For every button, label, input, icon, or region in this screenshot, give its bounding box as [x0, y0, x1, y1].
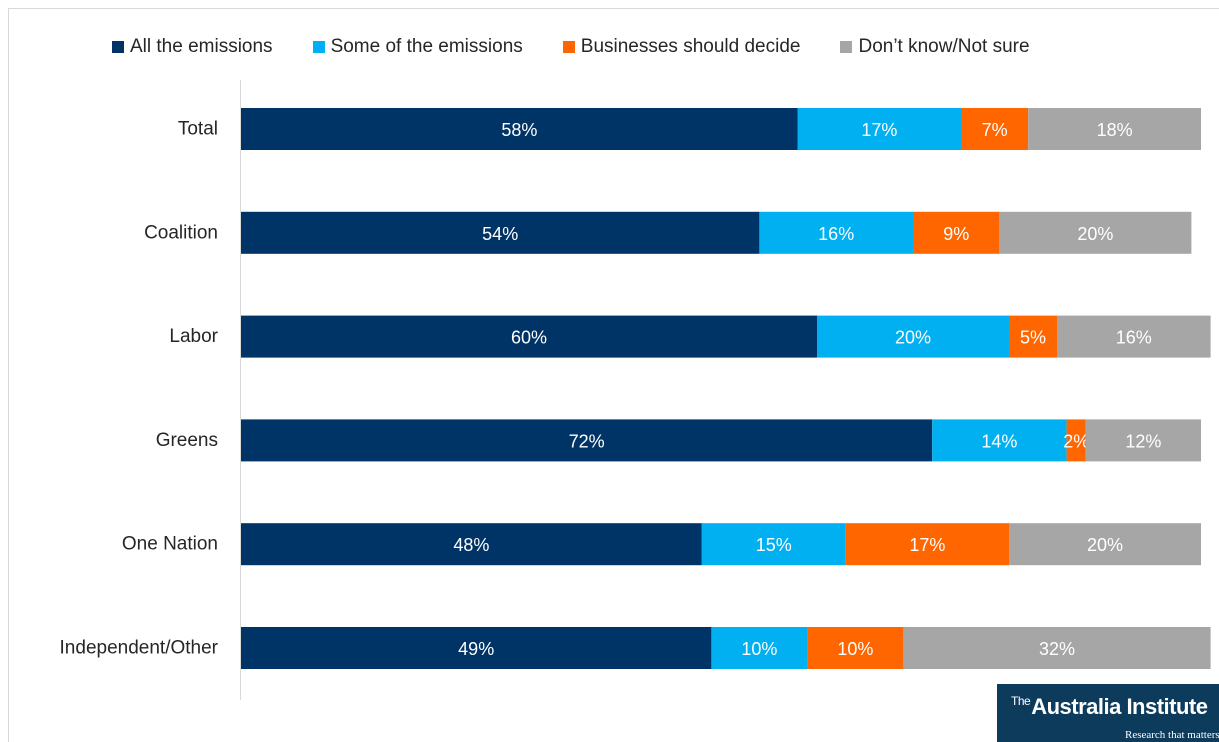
legend-item: Some of the emissions	[312, 36, 523, 58]
bar-segment	[903, 627, 1211, 669]
logo-tagline: Research that matters.	[1125, 729, 1219, 741]
legend: All the emissions Some of the emissions Bu…	[112, 36, 1219, 58]
legend-label: Some of the emissions	[330, 36, 523, 57]
bar-segment	[759, 211, 913, 254]
bar-segment	[241, 627, 712, 669]
bar-segment	[241, 419, 933, 462]
category-label: Greens	[156, 430, 218, 451]
data-label: 20%	[1087, 535, 1123, 555]
bar-segment	[797, 108, 961, 150]
bar-segment	[1009, 315, 1057, 358]
legend-swatch	[312, 41, 325, 53]
legend-label: All the emissions	[130, 36, 273, 57]
legend-label: Businesses should decide	[580, 36, 801, 57]
bar-segment	[701, 523, 846, 566]
data-label: 72%	[569, 431, 605, 451]
data-label: 60%	[511, 328, 547, 348]
data-label: 49%	[458, 639, 494, 659]
legend-item: All the emissions	[112, 36, 273, 58]
bar-segment	[1057, 315, 1211, 358]
bar-segment	[1085, 419, 1201, 462]
bar-segment	[817, 315, 1009, 358]
data-label: 20%	[895, 328, 931, 348]
data-label: 10%	[741, 639, 777, 659]
bar-segment	[241, 523, 702, 566]
legend-label: Don’t know/Not sure	[858, 36, 1030, 57]
data-label: 12%	[1125, 431, 1161, 451]
legend-item: Don’t know/Not sure	[840, 36, 1030, 58]
category-label: Coalition	[144, 222, 218, 243]
bar-segment	[1066, 419, 1086, 462]
data-label: 20%	[1077, 224, 1113, 244]
data-label: 15%	[756, 535, 792, 555]
bar-segment	[241, 211, 760, 254]
bar-segment	[807, 627, 904, 669]
data-label: 5%	[1020, 328, 1046, 348]
data-label: 17%	[909, 535, 945, 555]
bar-segment	[241, 108, 798, 150]
bar-segment	[241, 315, 817, 358]
bar-segment	[932, 419, 1067, 462]
bar-segment	[961, 108, 1029, 150]
data-label: 10%	[837, 639, 873, 659]
legend-swatch	[840, 41, 853, 53]
logo-name: Australia Institute	[1031, 694, 1208, 719]
data-label: 16%	[1116, 328, 1152, 348]
category-label: Independent/Other	[60, 638, 219, 659]
logo-the: The	[1011, 694, 1031, 708]
australia-institute-logo: TheAustralia Institute Research that mat…	[997, 684, 1219, 742]
data-label: 18%	[1097, 120, 1133, 140]
data-label: 54%	[482, 224, 518, 244]
data-label: 48%	[453, 535, 489, 555]
data-label: 14%	[981, 431, 1017, 451]
bar-segment	[845, 523, 1009, 566]
bar-segment	[1009, 523, 1201, 566]
bar-segment	[913, 211, 1000, 254]
data-label: 32%	[1039, 639, 1075, 659]
bar-segment	[1028, 108, 1201, 150]
category-label: Labor	[169, 326, 218, 347]
logo-wordmark: TheAustralia Institute	[1011, 694, 1208, 720]
data-label: 9%	[943, 224, 969, 244]
data-label: 16%	[818, 224, 854, 244]
legend-swatch	[562, 41, 575, 53]
category-label: One Nation	[122, 534, 218, 555]
data-label: 58%	[501, 120, 537, 140]
legend-swatch	[112, 41, 124, 53]
legend-item: Businesses should decide	[562, 36, 801, 58]
data-label: 2%	[1063, 431, 1089, 451]
data-label: 7%	[982, 120, 1008, 140]
chart-frame	[8, 8, 1219, 742]
category-label: Total	[178, 119, 218, 140]
bar-segment	[711, 627, 808, 669]
data-label: 17%	[861, 120, 897, 140]
bar-segment	[999, 211, 1192, 254]
